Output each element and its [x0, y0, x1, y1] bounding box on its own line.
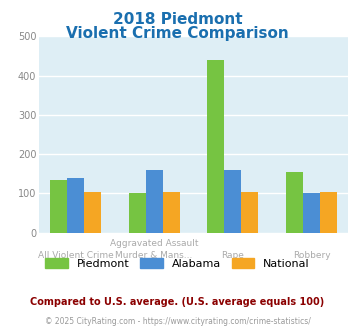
Bar: [50, 180, 67, 233]
Text: Compared to U.S. average. (U.S. average equals 100): Compared to U.S. average. (U.S. average …: [31, 297, 324, 307]
Bar: [146, 170, 163, 233]
Legend: Piedmont, Alabama, National: Piedmont, Alabama, National: [41, 254, 314, 273]
Text: Aggravated Assault: Aggravated Assault: [110, 239, 198, 248]
Text: 2018 Piedmont: 2018 Piedmont: [113, 12, 242, 26]
Bar: [286, 172, 303, 233]
Bar: [67, 178, 84, 233]
Text: Rape: Rape: [222, 251, 244, 260]
Text: © 2025 CityRating.com - https://www.cityrating.com/crime-statistics/: © 2025 CityRating.com - https://www.city…: [45, 317, 310, 326]
Bar: [129, 193, 146, 233]
Text: Violent Crime Comparison: Violent Crime Comparison: [66, 26, 289, 41]
Bar: [163, 192, 180, 233]
Bar: [241, 192, 258, 233]
Text: Murder & Mans...: Murder & Mans...: [115, 251, 193, 260]
Text: All Violent Crime: All Violent Crime: [38, 251, 113, 260]
Text: Robbery: Robbery: [293, 251, 331, 260]
Bar: [303, 193, 320, 233]
Bar: [84, 192, 101, 233]
Bar: [207, 60, 224, 233]
Bar: [224, 170, 241, 233]
Bar: [320, 192, 337, 233]
